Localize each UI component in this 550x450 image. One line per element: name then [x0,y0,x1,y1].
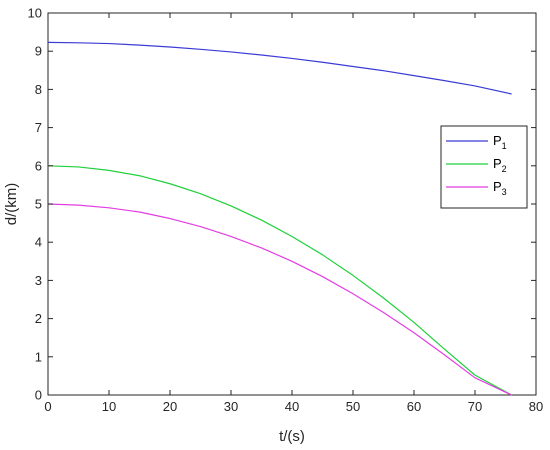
legend-label-3: P3 [493,179,507,197]
legend-box [440,125,528,209]
y-axis-label: d/(km) [3,183,20,226]
x-tick-label: 10 [102,399,116,414]
y-tick-label: 10 [28,6,42,21]
y-tick-label: 2 [35,311,42,326]
y-tick-label: 5 [35,197,42,212]
y-tick-label: 6 [35,158,42,173]
y-tick-label: 1 [35,349,42,364]
legend-label-main: P [493,133,502,148]
y-tick-label: 0 [35,388,42,403]
x-tick-label: 70 [468,399,482,414]
x-tick-label: 80 [529,399,543,414]
legend-label-subscript: 3 [502,187,507,197]
x-tick-label: 20 [163,399,177,414]
tick-layer: 0 10 20 30 40 50 60 70 80 0 1 2 3 4 5 6 7 8 9 10 [28,6,544,415]
y-tick-label: 4 [35,235,42,250]
y-tick-label: 7 [35,120,42,135]
x-tick-label: 0 [44,399,51,414]
legend-label-main: P [493,179,502,194]
legend-label-main: P [493,156,502,171]
x-tick-label: 50 [346,399,360,414]
legend-label-2: P2 [493,156,507,174]
x-axis-label: t/(s) [279,428,305,445]
legend-label-1: P1 [493,133,507,151]
x-tick-label: 30 [224,399,238,414]
series-line-3 [47,203,512,396]
legend-label-subscript: 2 [502,164,507,174]
x-tick-label: 40 [285,399,299,414]
legend-label-subscript: 1 [502,141,507,151]
x-tick-label: 60 [407,399,421,414]
y-tick-label: 9 [35,44,42,59]
series-line-2 [47,165,512,396]
series-layer [47,41,512,396]
y-tick-label: 3 [35,273,42,288]
series-line-1 [47,41,512,95]
y-tick-label: 8 [35,82,42,97]
